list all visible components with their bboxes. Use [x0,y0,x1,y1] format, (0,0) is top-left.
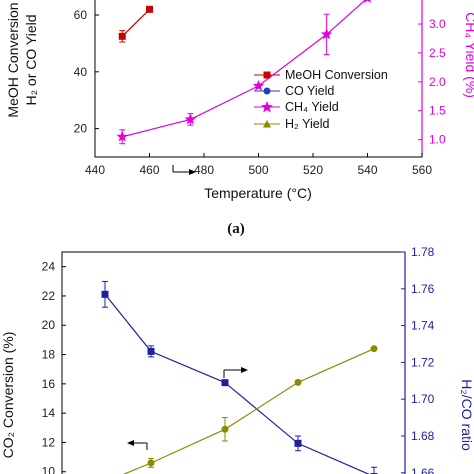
legend-label-ch4: CH₄ Yield [285,100,339,114]
right-tick-label: 2.5 [429,46,446,60]
panel-b-right-ticks: 1.66 1.68 1.70 1.72 1.74 1.76 1.78 [401,245,435,474]
panel-b-left-axis-label: CO₂ Conversion (%) [0,332,16,459]
legend-marker-h2 [263,120,271,128]
panel-a-left-ticks: 20 40 60 [74,8,99,136]
panel-a-left-axis-label-line2: H₂ or CO Yield [23,14,39,105]
series-ch-yield [116,0,371,145]
panel-a-right-ticks: 1.0 1.5 2.0 2.5 3.0 [418,17,446,147]
data-point [294,378,302,386]
data-point [294,439,302,447]
left-tick-label: 60 [74,8,88,22]
x-tick-label: 540 [357,163,377,177]
series-h-co-ratio [101,280,378,474]
series-meoh-conversion [118,5,153,43]
left-tick-label: 20 [42,318,56,332]
panel-a-caption: (a) [227,221,245,237]
panel-a-left-axis-label-line1: MeOH Conversion [5,2,21,117]
panel-b-left-ticks: 10 12 14 16 18 20 22 24 [42,260,66,474]
right-tick-label: 1.76 [411,282,435,296]
legend-label-co: CO Yield [285,84,334,98]
left-tick-label: 20 [74,122,88,136]
legend-label-meoh: MeOH Conversion [285,68,388,82]
right-tick-label: 1.70 [411,392,435,406]
panel-b-right-axis-label: H₂/CO ratio [459,379,474,451]
right-tick-label: 1.74 [411,319,435,333]
panel-a: 440 460 480 500 520 540 560 20 40 60 1.0 1.5 2.0 2.… [5,0,474,237]
left-tick-label: 14 [42,406,56,420]
panel-a-x-axis-label: Temperature (°C) [204,185,312,201]
data-point [101,290,109,298]
data-point [147,347,155,355]
left-tick-label: 40 [74,65,88,79]
panel-a-series [116,0,371,145]
series-line-h-co-ratio [104,293,370,474]
x-tick-label: 460 [139,163,159,177]
series-line-meoh-conversion [121,8,150,37]
legend-label-h2: H₂ Yield [285,117,330,131]
data-point [364,0,371,3]
right-tick-label: 1.0 [429,133,446,147]
panel-a-pointer-arrow [172,165,196,175]
right-tick-label: 1.78 [411,245,435,259]
data-point [370,472,378,474]
left-tick-label: 18 [42,348,56,362]
panel-a-right-axis-label: CH₄ Yield (%) [463,12,474,98]
right-tick-label: 1.68 [411,429,435,443]
x-tick-label: 440 [85,163,105,177]
data-point [370,345,378,353]
right-tick-label: 1.66 [411,466,435,474]
panel-b: 10 12 14 16 18 20 22 24 1.66 1.68 1.70 1.72 1.74 1.7… [0,245,474,474]
left-tick-label: 22 [42,289,56,303]
legend-marker-meoh [263,71,271,79]
x-tick-label: 480 [194,163,214,177]
data-point [147,459,155,467]
panel-b-plot-frame [61,251,406,474]
left-tick-label: 16 [42,377,56,391]
panel-b-series [101,280,378,474]
panel-b-pointer-arrow-left [127,440,148,450]
left-tick-label: 12 [42,435,56,449]
data-point [146,5,153,13]
panel-a-legend: MeOH Conversion CO Yield CH₄ Yield H₂ Yi… [254,68,388,131]
series-co-conversion [122,345,378,474]
data-point [184,113,197,125]
legend-marker-ch4 [261,101,273,113]
data-point [116,130,128,142]
panel-b-pointer-arrow-right [223,367,248,378]
data-point [320,28,333,40]
right-tick-label: 1.72 [411,355,435,369]
data-point [221,379,229,387]
series-line-co-conversion [122,348,375,474]
x-tick-label: 560 [412,163,432,177]
panel-a-x-ticks: 440 460 480 500 520 540 560 [85,153,432,177]
data-point [252,79,265,91]
data-point [118,32,126,40]
x-tick-label: 520 [303,163,323,177]
error-bar [371,466,377,474]
left-tick-label: 24 [42,260,56,274]
legend-marker-co [263,87,271,95]
data-point [221,425,229,433]
left-tick-label: 10 [42,465,56,474]
x-tick-label: 500 [248,163,268,177]
right-tick-label: 2.0 [429,75,446,89]
right-tick-label: 3.0 [429,17,446,31]
right-tick-label: 1.5 [429,104,446,118]
